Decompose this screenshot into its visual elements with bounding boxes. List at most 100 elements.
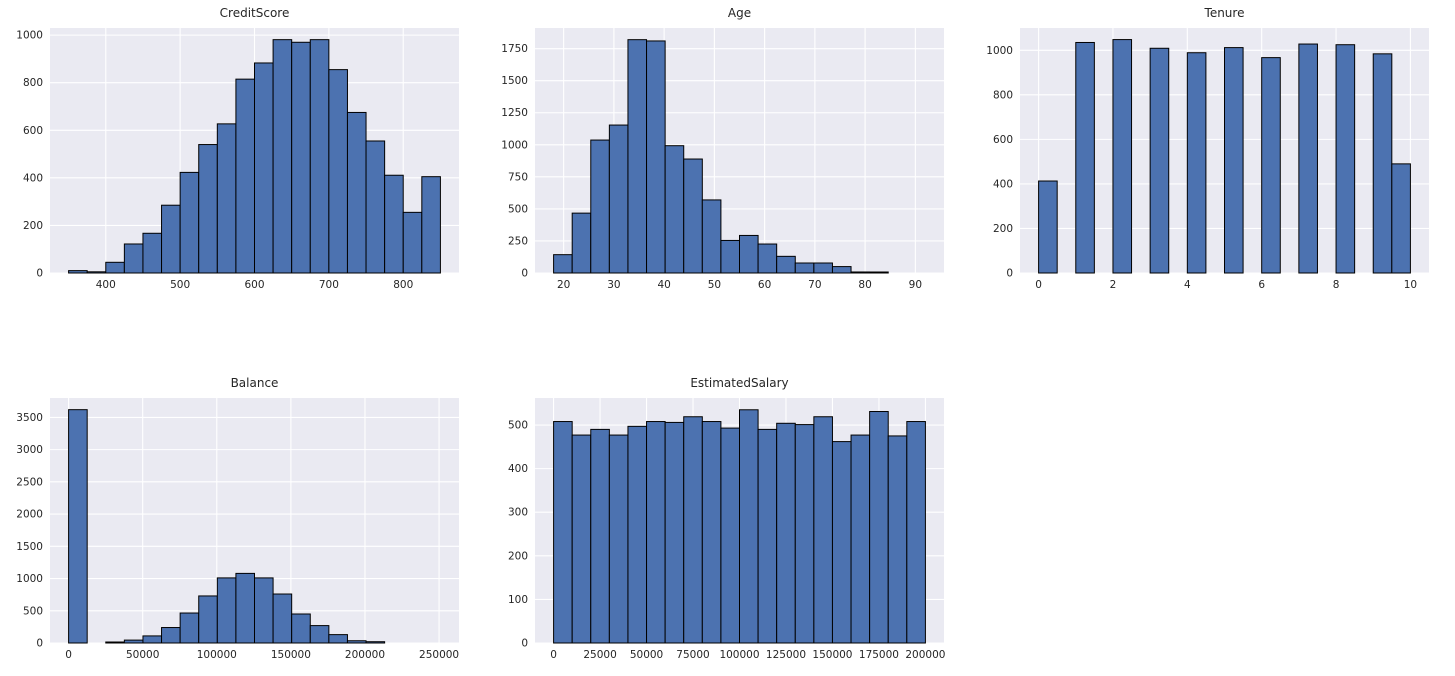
histogram-bar [646,421,666,644]
y-tick-label: 600 [23,125,43,137]
y-tick-label: 1250 [501,107,528,119]
histogram-bar [179,612,200,644]
x-tick-label: 0 [1035,279,1042,291]
histogram-bar [123,639,144,644]
histogram-bar [794,262,815,274]
y-tick-label: 200 [993,223,1013,235]
histogram-bar [739,409,759,644]
histogram-bar [831,266,852,274]
y-tick-label: 500 [23,605,43,617]
histogram-bar [272,593,293,644]
histogram-bar [86,271,107,274]
y-tick-label: 1000 [986,45,1013,57]
y-tick-label: 1000 [16,30,43,42]
histogram-bar [683,416,703,644]
histogram-bar [887,435,908,644]
y-tick-label: 1000 [501,139,528,151]
y-tick-label: 1500 [501,75,528,87]
y-tick-label: 200 [23,220,43,232]
y-tick-label: 800 [993,89,1013,101]
histogram-bar [739,234,759,274]
histogram-bar [235,572,255,644]
x-tick-label: 75000 [676,649,709,661]
histogram-bar [198,144,218,274]
histogram-bar [776,422,796,644]
histogram-bar [1112,39,1133,274]
histogram-bar [161,627,181,644]
chart-title-age: Age [727,6,752,20]
histogram-bar [309,39,330,274]
x-tick-label: 800 [393,279,413,291]
y-tick-label: 2500 [16,476,43,488]
histogram-bar [421,176,441,274]
x-tick-label: 70 [808,279,821,291]
y-tick-label: 100 [508,594,528,606]
histogram-balance: Balance 0 500 1000 1500 2000 2500 3000 3500 0 500… [0,370,485,676]
plot-area-age: 0 250 500 750 1000 1250 1500 1750 20 30 40 50 60 70 80… [501,28,944,291]
plot-area-tenure: 0 200 400 600 800 1000 0 2 4 6 8 10 [986,28,1429,291]
histogram-bar [701,421,722,644]
x-tick-label: 250000 [419,649,459,661]
histogram-bar [701,199,722,274]
histogram-bar [254,577,274,644]
histogram-bar [869,271,889,274]
histogram-bar [553,421,573,644]
x-tick-label: 700 [319,279,339,291]
histogram-bar [365,140,386,274]
x-tick-label: 2 [1110,279,1117,291]
histogram-bar [813,416,833,644]
histogram-bar [235,78,255,274]
x-tick-label: 100000 [197,649,237,661]
histogram-bar [328,634,348,644]
x-tick-label: 80 [858,279,871,291]
histogram-bar [198,595,218,644]
histogram-bar [590,428,610,644]
histogram-bar [720,427,741,644]
histogram-bar [831,441,852,644]
y-tick-label: 0 [36,268,43,280]
histogram-bar [553,254,573,274]
histogram-bar [365,641,386,644]
x-tick-label: 10 [1404,279,1417,291]
x-tick-label: 4 [1184,279,1191,291]
histogram-bar [384,174,404,274]
histogram-estimatedsalary: EstimatedSalary 0 100 200 300 400 500 0 25000 50… [485,370,970,676]
chart-title-creditscore: CreditScore [219,6,290,20]
y-tick-label: 3000 [16,444,43,456]
x-tick-label: 50000 [630,649,663,661]
histogram-bar [683,158,703,274]
histogram-tenure: Tenure 0 200 400 600 800 1000 0 2 4 6 8 10 [970,0,1455,306]
histogram-bar [291,41,311,274]
histogram-bar [291,613,311,644]
histogram-bar [68,270,88,274]
x-tick-label: 150000 [812,649,852,661]
y-tick-label: 600 [993,134,1013,146]
plot-area-estimatedsalary: 0 100 200 300 400 500 0 25000 50000 75000 100000 12… [508,398,945,661]
histogram-bar [1391,163,1411,274]
x-tick-label: 60 [758,279,771,291]
histogram-bar [1261,57,1281,274]
histogram-bar [272,39,293,274]
y-tick-label: 3500 [16,412,43,424]
x-tick-label: 200000 [905,649,945,661]
x-tick-label: 6 [1258,279,1265,291]
histogram-bar [571,212,592,274]
histogram-age: Age 0 250 500 750 1000 1250 1500 1750 20 30 40 50 60… [485,0,970,306]
histogram-bar [123,243,144,274]
x-tick-label: 50 [708,279,721,291]
y-tick-label: 400 [508,463,528,475]
x-tick-label: 150000 [271,649,311,661]
histogram-bar [776,255,796,274]
histogram-bar [608,434,629,644]
histogram-bar [720,239,740,274]
y-tick-label: 1500 [16,541,43,553]
y-tick-label: 500 [508,420,528,432]
histogram-bar [105,261,125,274]
histogram-bar [254,62,274,274]
histogram-bar [850,434,871,644]
histogram-bar [850,271,871,274]
x-tick-label: 400 [96,279,116,291]
y-tick-label: 400 [23,172,43,184]
histogram-bar [627,425,648,644]
histogram-bar [216,577,237,644]
